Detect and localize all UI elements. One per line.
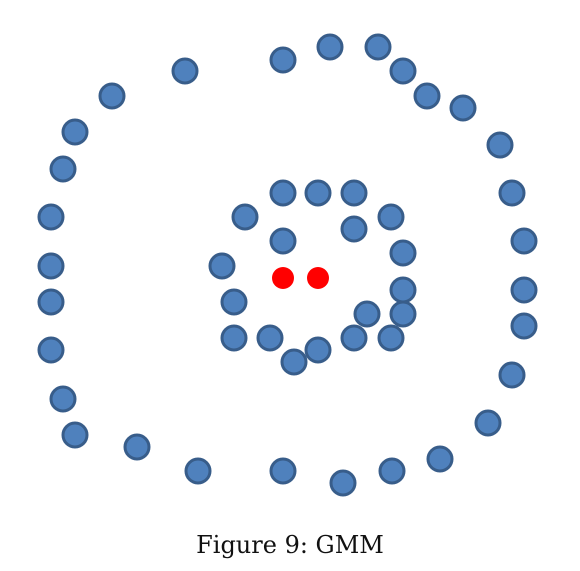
data-point	[389, 57, 417, 85]
data-point	[37, 252, 65, 280]
data-point	[49, 385, 77, 413]
data-point	[510, 276, 538, 304]
data-point	[269, 457, 297, 485]
data-point	[61, 421, 89, 449]
data-point	[486, 131, 514, 159]
data-point	[413, 82, 441, 110]
data-point	[510, 312, 538, 340]
data-point	[280, 348, 308, 376]
data-point	[304, 179, 332, 207]
data-point	[269, 46, 297, 74]
data-point	[304, 336, 332, 364]
data-point	[61, 118, 89, 146]
data-point	[316, 33, 344, 61]
data-point	[364, 33, 392, 61]
data-point	[377, 203, 405, 231]
data-point	[49, 155, 77, 183]
data-point	[220, 324, 248, 352]
data-point	[426, 445, 454, 473]
data-point	[208, 252, 236, 280]
data-point	[37, 336, 65, 364]
data-point	[340, 215, 368, 243]
data-point	[37, 203, 65, 231]
center-point	[272, 267, 294, 289]
data-point	[449, 94, 477, 122]
data-points-layer	[37, 33, 538, 497]
figure-caption: Figure 9: GMM	[196, 531, 384, 559]
data-point	[389, 276, 417, 304]
data-point	[353, 300, 381, 328]
centers-layer	[272, 267, 329, 289]
data-point	[184, 457, 212, 485]
data-point	[498, 179, 526, 207]
data-point	[269, 227, 297, 255]
center-point	[307, 267, 329, 289]
data-point	[378, 457, 406, 485]
data-point	[329, 469, 357, 497]
data-point	[123, 433, 151, 461]
data-point	[98, 82, 126, 110]
data-point	[256, 324, 284, 352]
data-point	[231, 203, 259, 231]
data-point	[171, 57, 199, 85]
data-point	[377, 324, 405, 352]
data-point	[220, 288, 248, 316]
data-point	[498, 361, 526, 389]
data-point	[340, 324, 368, 352]
gmm-figure	[37, 33, 538, 497]
data-point	[389, 300, 417, 328]
data-point	[389, 239, 417, 267]
data-point	[474, 409, 502, 437]
data-point	[269, 179, 297, 207]
data-point	[510, 227, 538, 255]
data-point	[340, 179, 368, 207]
data-point	[37, 288, 65, 316]
